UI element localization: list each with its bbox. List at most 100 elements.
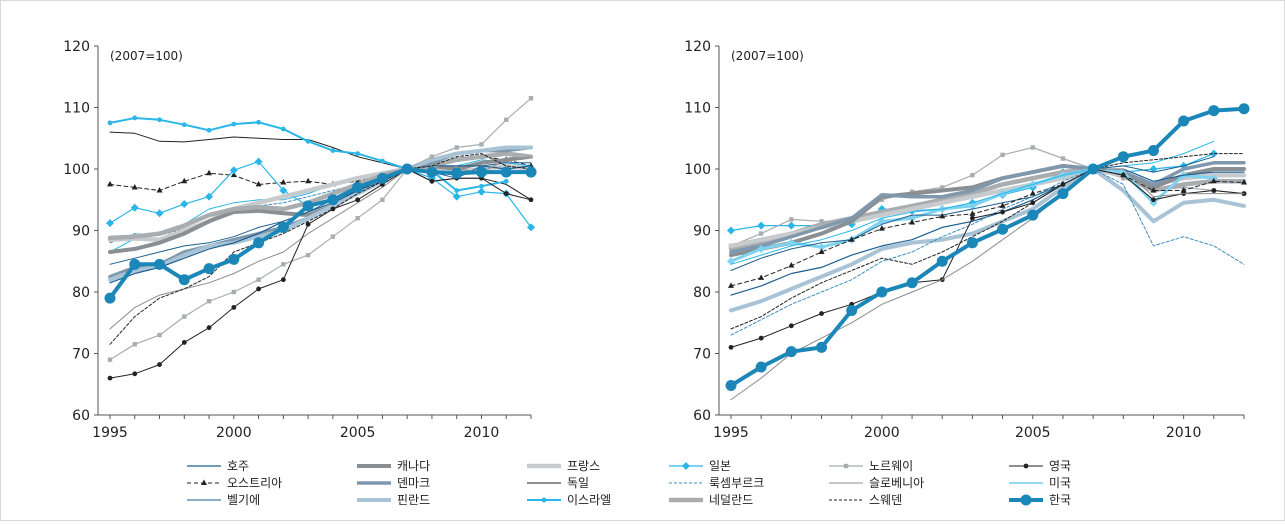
data-point-isr: [305, 138, 311, 144]
y-tick-label: 110: [63, 101, 90, 117]
data-point-uk: [788, 323, 794, 329]
data-point-jpn: [757, 244, 766, 253]
data-point-kor: [785, 346, 797, 358]
data-point-uk: [231, 304, 237, 310]
legend-label: 독일: [567, 476, 589, 490]
y-tick-label: 100: [63, 162, 90, 178]
data-point-aut: [818, 248, 825, 255]
data-point-uk: [355, 197, 361, 203]
x-tick-label: 2010: [464, 425, 500, 441]
y-tick-label: 90: [693, 224, 711, 240]
data-point-kor: [376, 172, 388, 184]
data-point-aut: [1029, 190, 1036, 196]
series-line-kor: [729, 106, 1246, 388]
legend-label: 네덜란드: [709, 493, 753, 507]
data-point-jpn: [130, 203, 139, 212]
data-point-aut: [909, 219, 916, 225]
legend-marker: [843, 463, 849, 469]
data-point-aut: [156, 187, 163, 193]
data-point-nor: [355, 216, 360, 221]
data-point-jpn: [229, 166, 238, 175]
data-point-kor: [203, 263, 215, 275]
data-point-kor: [154, 258, 166, 270]
series-ned: [728, 166, 1247, 252]
series-line-uk: [109, 168, 532, 379]
series-fin: [108, 145, 533, 282]
data-point-kor: [475, 166, 487, 178]
data-point-kor: [525, 166, 537, 178]
series-line-nor: [109, 97, 532, 361]
data-point-kor: [725, 379, 737, 391]
series-usa: [730, 140, 1215, 265]
base-year-note: (2007=100): [731, 49, 804, 63]
data-point-nor: [107, 357, 113, 362]
data-point-kor: [104, 292, 116, 304]
data-point-aut: [758, 274, 765, 280]
series-den: [729, 161, 1246, 254]
legend-marker: [1023, 463, 1029, 469]
data-point-nor: [1030, 145, 1035, 150]
x-tick-label: 2005: [1015, 425, 1051, 441]
data-point-aut: [1210, 177, 1217, 184]
data-point-uk: [1030, 200, 1036, 206]
data-point-nor: [182, 314, 187, 319]
legend-item-can: 캐나다: [357, 459, 430, 473]
legend-item-uk: 영국: [1009, 459, 1071, 473]
legend-item-ger: 독일: [527, 476, 589, 490]
series-nor: [107, 96, 534, 362]
data-point-kor: [253, 237, 265, 249]
legend-item-swe: 스웨덴: [829, 493, 902, 507]
legend-item-fin: 핀란드: [357, 493, 430, 507]
data-point-uk: [107, 375, 113, 381]
legend-label: 영국: [1049, 459, 1071, 473]
data-point-aut: [305, 177, 312, 184]
data-point-isr: [380, 158, 385, 164]
data-point-uk: [330, 206, 336, 212]
data-point-kor: [816, 341, 828, 353]
data-point-jpn: [727, 226, 735, 235]
data-point-uk: [1000, 209, 1005, 215]
data-point-nor: [429, 154, 435, 159]
data-point-aut: [1241, 179, 1247, 185]
data-point-uk: [819, 311, 824, 316]
legend-label: 이스라엘: [567, 493, 611, 507]
legend-label: 일본: [709, 459, 731, 473]
legend-label: 슬로베니아: [869, 476, 924, 490]
legend-item-fra: 프랑스: [527, 459, 600, 473]
data-point-nor: [879, 197, 885, 202]
x-tick-label: 2005: [340, 425, 376, 441]
data-point-nor: [281, 262, 286, 267]
data-point-kor: [426, 166, 438, 178]
legend-label: 한국: [1049, 493, 1071, 507]
data-point-uk: [157, 362, 162, 367]
data-point-kor: [401, 163, 413, 175]
data-point-kor: [302, 200, 314, 212]
legend-item-isr: 이스라엘: [527, 493, 611, 507]
data-point-uk: [758, 335, 764, 341]
data-point-uk: [528, 197, 534, 203]
data-point-aut: [728, 282, 734, 288]
data-point-aut: [878, 225, 885, 231]
y-tick-label: 120: [684, 39, 711, 55]
data-point-kor: [277, 221, 289, 233]
data-point-uk: [503, 191, 509, 197]
left-panel: 60 70 80 90 100 110 120 1995 2000 2005 2010 (2007=1…: [63, 39, 537, 441]
data-point-isr: [132, 115, 138, 121]
y-tick-label: 60: [693, 408, 711, 424]
data-point-aut: [255, 180, 262, 187]
legend-label: 오스트리아: [227, 476, 282, 490]
series-aus: [109, 165, 532, 284]
data-point-nor: [231, 289, 237, 295]
data-point-jpn: [527, 223, 535, 232]
series-line-uk: [730, 168, 1245, 348]
data-point-isr: [503, 178, 509, 184]
legend-label: 덴마크: [397, 476, 430, 490]
legend-item-aut: 오스트리아: [187, 476, 282, 490]
series-line-den: [729, 161, 1246, 254]
series-line-slo: [109, 156, 532, 330]
data-point-isr: [206, 127, 212, 133]
data-point-nor: [940, 185, 945, 190]
series-line-slo: [730, 168, 1245, 401]
